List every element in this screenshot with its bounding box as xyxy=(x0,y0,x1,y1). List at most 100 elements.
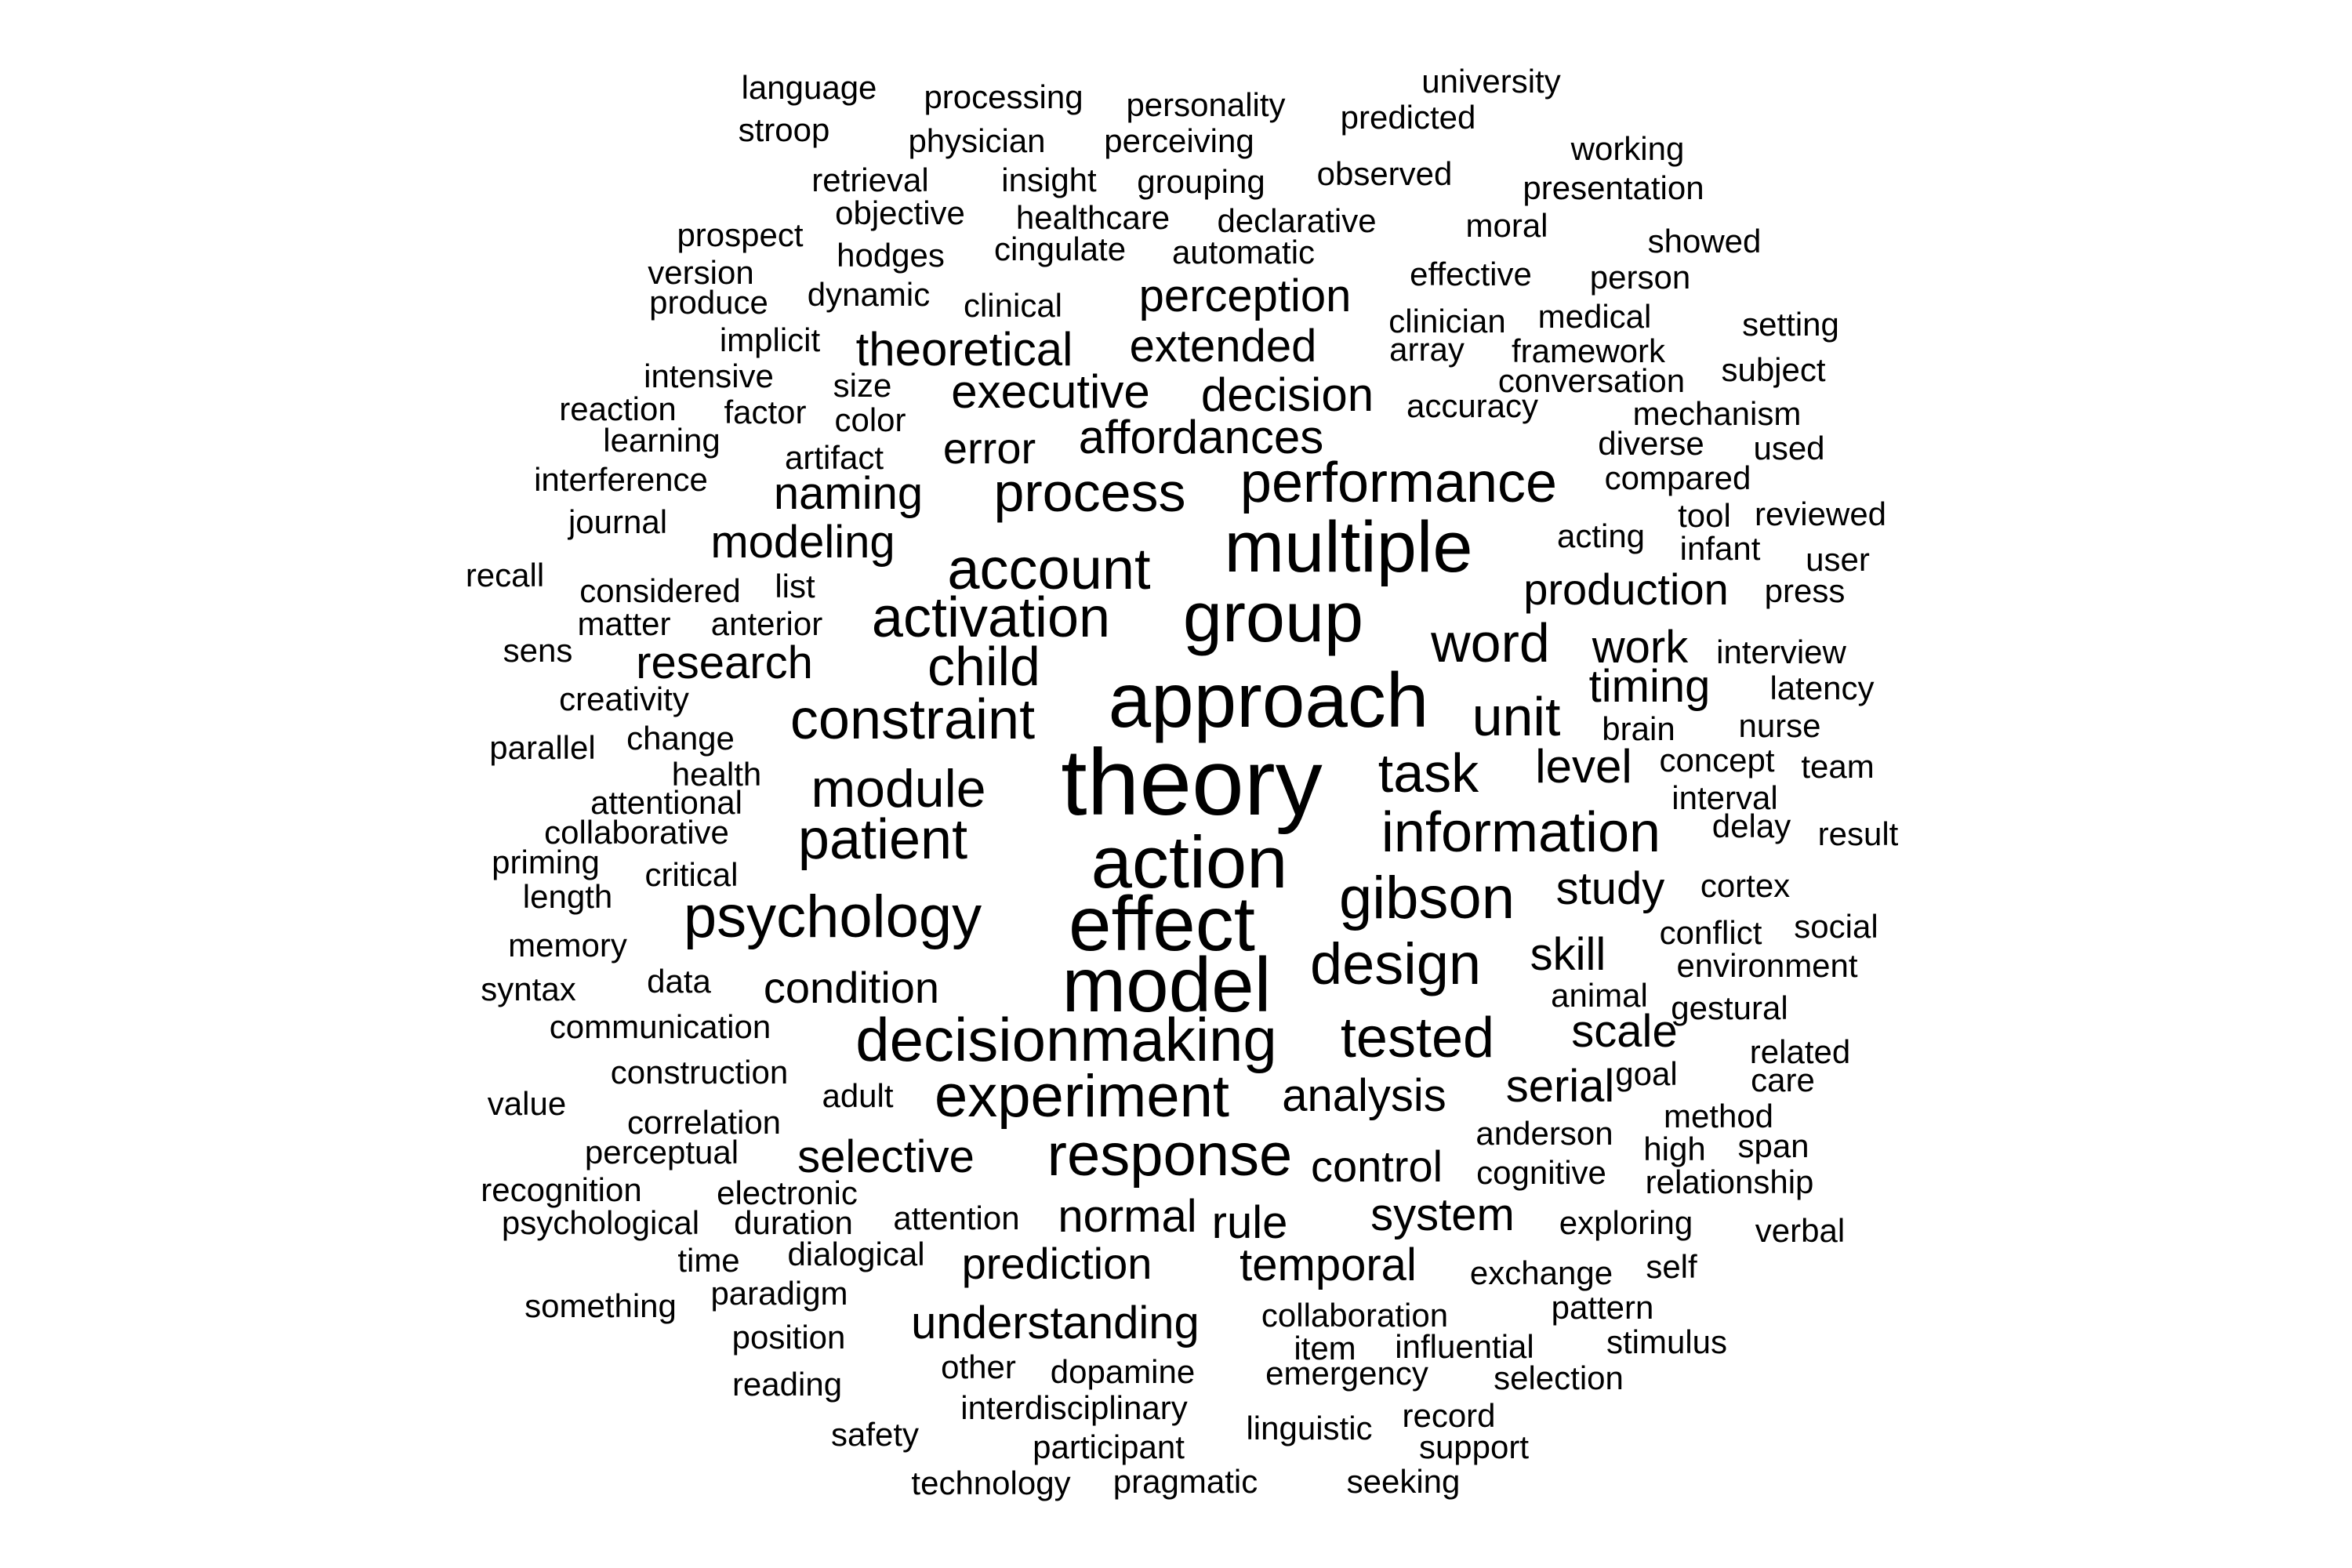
word-person: person xyxy=(1589,259,1691,296)
word-showed: showed xyxy=(1647,223,1762,260)
word-change: change xyxy=(626,720,735,757)
word-temporal: temporal xyxy=(1240,1240,1417,1290)
word-automatic: automatic xyxy=(1171,234,1316,270)
word-processing: processing xyxy=(924,78,1083,115)
word-exploring: exploring xyxy=(1559,1204,1693,1241)
word-recall: recall xyxy=(465,557,545,593)
word-dynamic: dynamic xyxy=(807,276,931,313)
word-theory: theory xyxy=(1061,730,1323,835)
word-interview: interview xyxy=(1716,633,1846,670)
word-emergency: emergency xyxy=(1265,1355,1428,1392)
word-prospect: prospect xyxy=(677,216,804,253)
word-factor: factor xyxy=(724,394,807,430)
word-cortex: cortex xyxy=(1700,867,1791,904)
word-perceiving: perceiving xyxy=(1104,122,1254,159)
word-physician: physician xyxy=(908,122,1046,159)
word-syntax: syntax xyxy=(481,971,576,1007)
word-brain: brain xyxy=(1602,710,1675,747)
word-setting: setting xyxy=(1742,306,1839,343)
word-level: level xyxy=(1535,740,1632,793)
word-participant: participant xyxy=(1033,1428,1185,1465)
word-study: study xyxy=(1555,863,1665,914)
word-influential: influential xyxy=(1395,1328,1534,1365)
word-care: care xyxy=(1751,1062,1815,1098)
word-approach: approach xyxy=(1108,657,1429,743)
word-grouping: grouping xyxy=(1137,163,1265,200)
word-serial: serial xyxy=(1505,1061,1615,1112)
word-reading: reading xyxy=(731,1366,843,1403)
word-used: used xyxy=(1753,430,1825,466)
word-high: high xyxy=(1643,1131,1706,1167)
word-parallel: parallel xyxy=(489,729,596,766)
word-scale: scale xyxy=(1571,1006,1678,1057)
word-rule: rule xyxy=(1211,1197,1288,1248)
word-selection: selection xyxy=(1494,1359,1624,1396)
word-verbal: verbal xyxy=(1755,1212,1846,1249)
word-condition: condition xyxy=(763,963,940,1012)
word-correlation: correlation xyxy=(626,1104,782,1141)
word-decision: decision xyxy=(1200,368,1374,421)
word-account: account xyxy=(947,536,1151,601)
word-social: social xyxy=(1794,908,1878,945)
word-experiment: experiment xyxy=(935,1063,1229,1130)
word-executive: executive xyxy=(951,365,1150,418)
word-animal: animal xyxy=(1551,977,1648,1014)
word-group: group xyxy=(1182,579,1364,657)
word-subject: subject xyxy=(1721,351,1826,388)
word-collaborative: collaborative xyxy=(544,814,729,851)
word-performance: performance xyxy=(1240,452,1558,514)
word-intensive: intensive xyxy=(644,358,774,394)
word-health: health xyxy=(671,756,762,793)
word-dialogical: dialogical xyxy=(787,1236,925,1272)
word-user: user xyxy=(1806,541,1870,578)
word-anterior: anterior xyxy=(710,605,823,642)
word-method: method xyxy=(1663,1098,1774,1134)
word-conflict: conflict xyxy=(1659,914,1762,951)
word-moral: moral xyxy=(1465,207,1548,244)
word-something: something xyxy=(524,1287,677,1324)
word-cingulate: cingulate xyxy=(993,230,1127,267)
word-stimulus: stimulus xyxy=(1606,1323,1728,1360)
word-time: time xyxy=(677,1242,740,1279)
word-color: color xyxy=(834,401,906,438)
word-interdisciplinary: interdisciplinary xyxy=(960,1389,1188,1426)
word-medical: medical xyxy=(1537,298,1652,335)
word-pragmatic: pragmatic xyxy=(1112,1463,1258,1500)
word-item: item xyxy=(1294,1330,1356,1367)
word-team: team xyxy=(1801,748,1875,785)
word-information: information xyxy=(1381,801,1661,864)
word-version: version xyxy=(648,254,754,291)
word-perceptual: perceptual xyxy=(584,1134,739,1171)
word-research: research xyxy=(636,637,813,688)
word-cognitive: cognitive xyxy=(1476,1154,1606,1191)
word-interference: interference xyxy=(534,461,708,498)
word-psychological: psychological xyxy=(501,1204,700,1241)
word-infant: infant xyxy=(1679,530,1761,567)
word-perception: perception xyxy=(1138,270,1352,321)
word-action: action xyxy=(1091,821,1288,903)
word-dopamine: dopamine xyxy=(1050,1353,1196,1390)
word-patient: patient xyxy=(797,808,968,871)
word-sens: sens xyxy=(503,632,573,669)
word-environment: environment xyxy=(1676,947,1858,984)
word-journal: journal xyxy=(568,503,668,540)
word-declarative: declarative xyxy=(1217,202,1377,239)
word-attentional: attentional xyxy=(590,784,742,821)
word-recognition: recognition xyxy=(481,1171,642,1208)
word-healthcare: healthcare xyxy=(1015,199,1171,236)
word-implicit: implicit xyxy=(719,321,821,358)
word-conversation: conversation xyxy=(1497,362,1686,399)
word-data: data xyxy=(647,963,711,1000)
word-extended: extended xyxy=(1129,321,1317,372)
word-university: university xyxy=(1421,63,1561,100)
word-support: support xyxy=(1418,1428,1530,1465)
word-critical: critical xyxy=(644,856,739,893)
word-modeling: modeling xyxy=(710,517,895,568)
word-theoretical: theoretical xyxy=(855,323,1073,376)
word-presentation: presentation xyxy=(1523,169,1704,206)
word-compared: compared xyxy=(1604,459,1751,496)
word-control: control xyxy=(1310,1142,1443,1191)
word-naming: naming xyxy=(773,468,924,519)
word-gibson: gibson xyxy=(1339,865,1515,931)
word-technology: technology xyxy=(911,1465,1071,1501)
